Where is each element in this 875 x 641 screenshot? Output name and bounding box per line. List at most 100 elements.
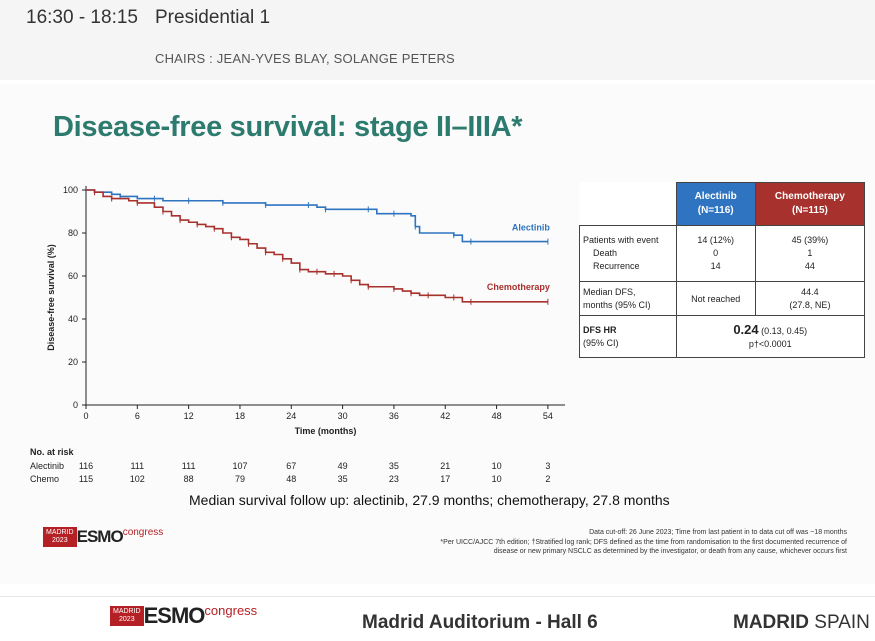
hr-label-2: (95% CI) (583, 337, 619, 348)
table-row: Patients with event Death Recurrence 14 … (579, 225, 866, 282)
at-risk-value: 10 (492, 474, 502, 484)
table-corner (579, 182, 677, 226)
at-risk-value: 79 (235, 474, 245, 484)
at-risk-value: 67 (286, 461, 296, 471)
x-tick-label: 18 (235, 411, 245, 421)
x-tick-label: 42 (440, 411, 450, 421)
chemo-events: 45 (39%) 1 44 (754, 225, 866, 282)
alectinib-events-value: 14 (12%) (697, 235, 734, 245)
at-risk-value: 107 (232, 461, 247, 471)
y-tick-label: 60 (68, 271, 78, 281)
alectinib-recurrence-value: 14 (710, 261, 721, 271)
series-line-chemotherapy (86, 189, 548, 303)
at-risk-value: 3 (545, 461, 550, 471)
esmo-logo-small: MADRID 2023 ESMOcongress (43, 527, 163, 547)
y-tick-label: 100 (63, 185, 78, 195)
at-risk-value: 49 (338, 461, 348, 471)
y-axis-label: Disease-free survival (%) (46, 244, 56, 351)
at-risk-header: No. at risk (30, 447, 75, 457)
hr-value: 0.24 (733, 321, 759, 337)
logo-small-brand: ESMO (76, 527, 124, 546)
alectinib-death-value: 0 (713, 248, 719, 258)
x-tick-label: 6 (135, 411, 140, 421)
col-alectinib-n: (N=116) (697, 205, 734, 216)
hr-pvalue: p†<0.0001 (748, 338, 792, 349)
logo-footer-box-top: MADRID (113, 608, 141, 615)
logo-small-box-top: MADRID (46, 529, 74, 536)
table-row: DFS HR (95% CI) 0.24 (0.13, 0.45) p†<0.0… (579, 315, 865, 358)
x-tick-label: 12 (184, 411, 194, 421)
city-label: MADRID SPAIN (733, 612, 870, 634)
at-risk-row-label: Chemo (30, 474, 59, 484)
session-time: 16:30 - 18:15 (26, 7, 138, 28)
logo-small-suffix: congress (122, 527, 164, 538)
session-title: Presidential 1 (155, 7, 271, 28)
at-risk-value: 35 (338, 474, 348, 484)
y-tick-label: 80 (68, 228, 78, 238)
series-label-chemo: Chemotherapy (487, 282, 550, 292)
session-header: 16:30 - 18:15 Presidential 1 CHAIRS : JE… (0, 0, 875, 80)
table-header-row: Alectinib (N=116) Chemotherapy (N=115) (579, 182, 866, 226)
at-risk-value: 35 (389, 461, 399, 471)
at-risk-row-label: Alectinib (30, 461, 64, 471)
at-risk-value: 111 (130, 461, 144, 471)
at-risk-value: 116 (79, 461, 93, 471)
footnote-line-3: disease or new primary NSCLC as determin… (493, 548, 847, 555)
series-line-alectinib (86, 189, 548, 243)
slide-title: Disease-free survival: stage II–IIIA* (53, 111, 523, 143)
chemo-median-value: 44.4 (801, 286, 819, 297)
chemo-recurrence-value: 44 (804, 261, 815, 271)
logo-footer-brand: ESMO (143, 603, 206, 628)
recurrence-label: Recurrence (593, 261, 640, 271)
y-tick-label: 40 (68, 314, 78, 324)
x-axis-label: Time (months) (295, 426, 357, 436)
x-tick-label: 24 (286, 411, 296, 421)
x-tick-label: 0 (83, 411, 88, 421)
hr-ci: (0.13, 0.45) (761, 325, 808, 336)
row-label-events: Patients with event Death Recurrence (579, 225, 677, 282)
x-tick-label: 30 (338, 411, 348, 421)
venue-label: Madrid Auditorium - Hall 6 (362, 612, 598, 633)
logo-footer-suffix: congress (204, 603, 258, 618)
chemo-events-value: 45 (39%) (791, 235, 829, 245)
y-tick-label: 20 (68, 357, 78, 367)
session-chairs: CHAIRS : JEAN-YVES BLAY, SOLANGE PETERS (155, 51, 455, 66)
hr-value-cell: 0.24 (0.13, 0.45) p†<0.0001 (675, 315, 865, 358)
x-tick-label: 36 (389, 411, 399, 421)
at-risk-value: 17 (440, 474, 450, 484)
logo-small-box-bottom: 2023 (52, 537, 68, 544)
col-alectinib: Alectinib (N=116) (675, 182, 756, 226)
x-tick-label: 48 (492, 411, 502, 421)
col-chemo: Chemotherapy (N=115) (754, 182, 866, 226)
logo-footer-box-bottom: 2023 (119, 616, 135, 623)
esmo-logo-footer: MADRID 2023 ESMOcongress (110, 603, 257, 629)
alectinib-events: 14 (12%) 0 14 (675, 225, 756, 282)
series-label-alectinib: Alectinib (512, 223, 551, 233)
col-chemo-label: Chemotherapy (774, 191, 845, 202)
events-label: Patients with event (583, 235, 659, 245)
chemo-death-value: 1 (807, 248, 813, 258)
at-risk-value: 21 (440, 461, 450, 471)
at-risk-value: 10 (492, 461, 502, 471)
at-risk-value: 2 (545, 474, 550, 484)
median-label-2: months (95% CI) (583, 299, 651, 310)
y-tick-label: 0 (73, 400, 78, 410)
death-label: Death (593, 248, 618, 258)
at-risk-value: 102 (130, 474, 145, 484)
chemo-median: 44.4 (27.8, NE) (754, 281, 866, 316)
footnote: Data cut-off: 26 June 2023; Time from la… (380, 528, 847, 557)
col-alectinib-label: Alectinib (694, 191, 737, 202)
row-label-median: Median DFS, months (95% CI) (579, 281, 677, 316)
at-risk-value: 115 (79, 474, 93, 484)
median-label-1: Median DFS, (583, 286, 636, 297)
footnote-line-1: Data cut-off: 26 June 2023; Time from la… (589, 529, 847, 536)
city-bold: MADRID (733, 612, 809, 633)
table-row: Median DFS, months (95% CI) Not reached … (579, 281, 866, 316)
city-rest: SPAIN (814, 612, 870, 633)
logo-footer-box: MADRID 2023 (110, 606, 144, 626)
x-tick-label: 54 (543, 411, 553, 421)
dfs-table: Alectinib (N=116) Chemotherapy (N=115) P… (579, 182, 866, 358)
median-followup-text: Median survival follow up: alectinib, 27… (189, 492, 670, 508)
at-risk-value: 88 (184, 474, 194, 484)
alectinib-median: Not reached (675, 281, 756, 316)
